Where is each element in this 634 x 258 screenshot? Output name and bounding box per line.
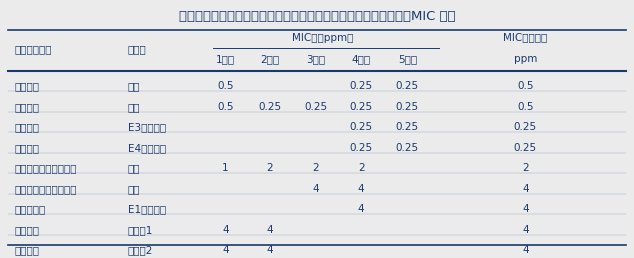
Text: 5回目: 5回目 bbox=[398, 54, 417, 64]
Text: 0.25: 0.25 bbox=[396, 81, 419, 91]
Text: 炭疇病菌: 炭疇病菌 bbox=[14, 245, 39, 255]
Text: MIC値（ppm）: MIC値（ppm） bbox=[292, 33, 353, 43]
Text: 0.25: 0.25 bbox=[396, 122, 419, 132]
Text: 岡山: 岡山 bbox=[127, 81, 140, 91]
Text: 4: 4 bbox=[522, 204, 529, 214]
Text: 2: 2 bbox=[313, 163, 319, 173]
Text: 0.25: 0.25 bbox=[396, 143, 419, 153]
Text: 2: 2 bbox=[358, 163, 365, 173]
Text: つくて1: つくて1 bbox=[127, 225, 153, 235]
Text: 0.25: 0.25 bbox=[396, 102, 419, 112]
Text: 4: 4 bbox=[522, 184, 529, 194]
Text: 0.25: 0.25 bbox=[304, 102, 327, 112]
Text: 灰星病菌: 灰星病菌 bbox=[14, 102, 39, 112]
Text: 4回目: 4回目 bbox=[352, 54, 371, 64]
Text: 4: 4 bbox=[358, 184, 365, 194]
Text: 4: 4 bbox=[266, 225, 273, 235]
Text: 0.5: 0.5 bbox=[217, 81, 234, 91]
Text: 4: 4 bbox=[358, 204, 365, 214]
Text: 0.5: 0.5 bbox=[517, 102, 534, 112]
Text: 0.5: 0.5 bbox=[517, 81, 534, 91]
Text: 0.25: 0.25 bbox=[514, 122, 537, 132]
Text: 0.25: 0.25 bbox=[349, 143, 373, 153]
Text: E4（愛媛）: E4（愛媛） bbox=[127, 143, 165, 153]
Text: 0.5: 0.5 bbox=[217, 102, 234, 112]
Text: フォモプシス腐敗病菌: フォモプシス腐敗病菌 bbox=[14, 163, 77, 173]
Text: 灰星病菌: 灰星病菌 bbox=[14, 122, 39, 132]
Text: 4: 4 bbox=[313, 184, 319, 194]
Text: 福島: 福島 bbox=[127, 102, 140, 112]
Text: 2回目: 2回目 bbox=[260, 54, 279, 64]
Text: ppm: ppm bbox=[514, 54, 537, 64]
Text: E1（愛媛）: E1（愛媛） bbox=[127, 204, 165, 214]
Text: 0.25: 0.25 bbox=[349, 122, 373, 132]
Text: 灰星病菌: 灰星病菌 bbox=[14, 81, 39, 91]
Text: フォモプシス腐敗病菌: フォモプシス腐敗病菌 bbox=[14, 184, 77, 194]
Text: 4: 4 bbox=[522, 225, 529, 235]
Text: 0.25: 0.25 bbox=[349, 102, 373, 112]
Text: E3（愛媛）: E3（愛媛） bbox=[127, 122, 165, 132]
Text: 岡山: 岡山 bbox=[127, 184, 140, 194]
Text: 4: 4 bbox=[222, 245, 229, 255]
Text: 黒かび病菌: 黒かび病菌 bbox=[14, 204, 45, 214]
Text: 4: 4 bbox=[522, 245, 529, 255]
Text: 炭疇病菌: 炭疇病菌 bbox=[14, 225, 39, 235]
Text: 表１．モモ果実腐敗病菌に対するカピリンの最小発育阻止濃度（MIC 値）: 表１．モモ果実腐敗病菌に対するカピリンの最小発育阻止濃度（MIC 値） bbox=[179, 10, 455, 23]
Text: 0.25: 0.25 bbox=[258, 102, 281, 112]
Text: つくて2: つくて2 bbox=[127, 245, 153, 255]
Text: 福島: 福島 bbox=[127, 163, 140, 173]
Text: MIC（判定）: MIC（判定） bbox=[503, 33, 547, 43]
Text: 2: 2 bbox=[522, 163, 529, 173]
Text: 病原菌の種類: 病原菌の種類 bbox=[14, 45, 51, 54]
Text: 0.25: 0.25 bbox=[349, 81, 373, 91]
Text: 4: 4 bbox=[222, 225, 229, 235]
Text: 菌株名: 菌株名 bbox=[127, 45, 146, 54]
Text: 1: 1 bbox=[222, 163, 229, 173]
Text: 2: 2 bbox=[266, 163, 273, 173]
Text: 4: 4 bbox=[266, 245, 273, 255]
Text: 0.25: 0.25 bbox=[514, 143, 537, 153]
Text: 灰星病菌: 灰星病菌 bbox=[14, 143, 39, 153]
Text: 3回目: 3回目 bbox=[306, 54, 325, 64]
Text: 1回目: 1回目 bbox=[216, 54, 235, 64]
